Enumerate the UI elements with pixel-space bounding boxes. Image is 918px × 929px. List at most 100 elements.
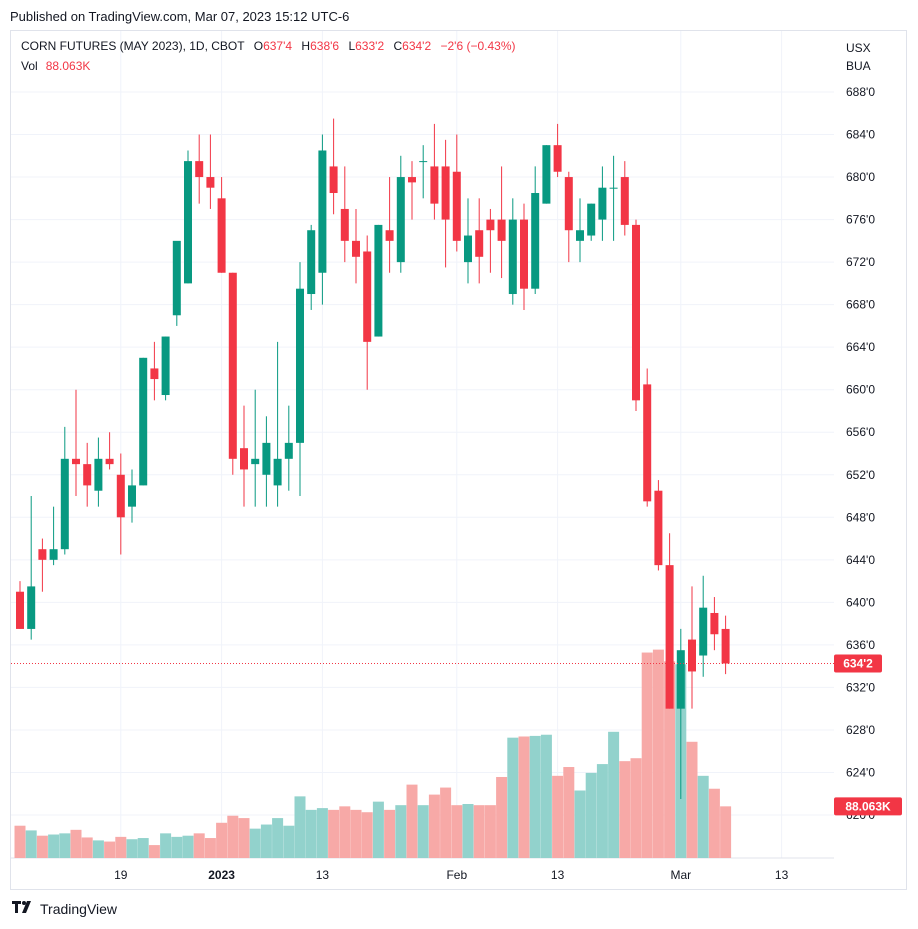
candle-body: [340, 208, 349, 241]
candle-body: [116, 474, 125, 518]
volume-bar: [462, 803, 474, 858]
candle-body: [161, 336, 170, 396]
volume-bar: [608, 731, 620, 858]
volume-bar: [294, 796, 306, 858]
volume-bar: [283, 825, 295, 858]
volume-bar: [126, 839, 138, 858]
candle-body: [49, 549, 58, 560]
brand-name: TradingView: [40, 900, 118, 917]
volume-bar: [708, 788, 720, 858]
chart-frame: [10, 30, 907, 890]
time-tick-label: 2023: [208, 868, 235, 882]
candle-body: [699, 607, 708, 656]
candle-body: [497, 219, 506, 241]
volume-bar: [596, 764, 608, 858]
price-tick-label: 624'0: [846, 765, 875, 779]
time-tick-label: Mar: [670, 868, 691, 882]
currency-label[interactable]: USX BUA: [846, 39, 908, 75]
currency-line-2: BUA: [846, 59, 871, 73]
candle-body: [150, 368, 159, 380]
volume-bar: [350, 809, 362, 858]
candle-body: [464, 235, 472, 263]
low-label: L: [348, 39, 356, 53]
volume-bar: [529, 735, 541, 858]
candle-body: [542, 145, 551, 204]
price-tick-label: 652'0: [846, 468, 875, 482]
price-tick-label: 640'0: [846, 595, 875, 609]
time-tick-label: 13: [551, 868, 565, 882]
price-tick-label: 680'0: [846, 170, 875, 184]
price-tick-label: 676'0: [846, 213, 875, 227]
volume-bar: [171, 836, 183, 858]
volume-bar: [440, 787, 452, 858]
candle-body: [520, 219, 528, 289]
volume-bar: [104, 841, 116, 858]
candle-body: [408, 177, 416, 183]
candle-body: [172, 240, 181, 316]
candle-body: [643, 384, 652, 502]
volume-label: Vol: [21, 59, 38, 73]
last-price-tag-label: 634'2: [843, 656, 873, 670]
candle-body: [296, 288, 304, 443]
volume-bar: [619, 761, 631, 858]
candle-body: [352, 240, 360, 257]
candle-body: [94, 458, 103, 491]
volume-bar: [59, 833, 71, 858]
volume-legend: Vol 88.063K: [21, 59, 90, 73]
candle-body: [385, 230, 394, 241]
symbol-name: CORN FUTURES (MAY 2023), 1D, CBOT: [21, 39, 245, 53]
candle-body: [576, 230, 584, 241]
price-tick-label: 644'0: [846, 553, 875, 567]
candle-body: [72, 458, 80, 465]
volume-bar: [339, 806, 351, 858]
volume-bar: [697, 775, 709, 858]
candle-body: [251, 458, 260, 465]
volume-bar: [115, 836, 127, 858]
price-tick-label: 656'0: [846, 425, 875, 439]
brand-footer[interactable]: TradingView: [12, 900, 117, 917]
price-tick-label: 660'0: [846, 383, 875, 397]
candle-body: [531, 193, 540, 289]
candle-body: [139, 357, 148, 486]
time-tick-label: Feb: [446, 868, 467, 882]
price-tick-label: 664'0: [846, 340, 875, 354]
volume-bar: [160, 833, 172, 858]
volume-bar: [25, 830, 37, 858]
volume-bar: [630, 758, 642, 858]
candle-body: [27, 586, 36, 629]
volume-bar: [137, 838, 149, 858]
volume-bar: [406, 784, 418, 858]
candle-body: [284, 442, 293, 459]
price-tick-label: 668'0: [846, 298, 875, 312]
candle-body: [721, 628, 730, 664]
volume-bar: [484, 805, 496, 858]
time-tick-label: 13: [316, 868, 330, 882]
candle-body: [38, 549, 47, 560]
volume-bar: [574, 790, 586, 858]
candle-body: [441, 166, 450, 220]
volume-bar: [552, 775, 564, 858]
candle-body: [564, 177, 573, 231]
volume-bar: [227, 815, 239, 858]
tradingview-logo-icon: [12, 900, 34, 917]
volume-bar: [585, 772, 597, 858]
candle-body: [632, 224, 640, 401]
candle-body: [206, 177, 215, 188]
candle-body: [363, 251, 372, 342]
volume-bar: [720, 806, 732, 858]
candle-body: [620, 177, 629, 225]
time-tick-label: 13: [775, 868, 789, 882]
candle-body: [688, 639, 696, 672]
candle-body: [374, 224, 383, 337]
published-note: Published on TradingView.com, Mar 07, 20…: [10, 9, 350, 24]
candle-body: [195, 161, 204, 178]
candle-body: [587, 203, 596, 236]
time-tick-label: 19: [114, 868, 128, 882]
price-tick-label: 648'0: [846, 510, 875, 524]
price-tick-label: 688'0: [846, 85, 875, 99]
change-value: −2'6 (−0.43%): [440, 39, 516, 53]
candle-body: [710, 612, 719, 635]
candle-body: [475, 230, 484, 257]
candle-body: [273, 458, 282, 486]
